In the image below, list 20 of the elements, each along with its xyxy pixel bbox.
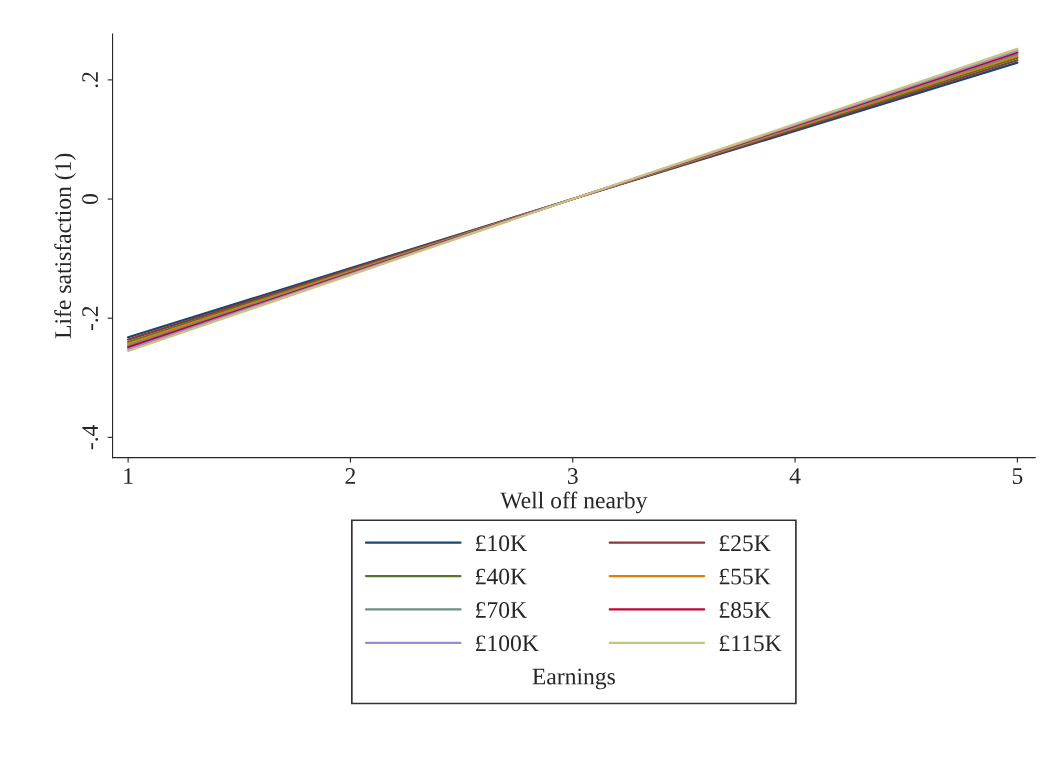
y-tick-label: -.2: [82, 306, 99, 331]
y-axis-title: Life satisfaction (1): [54, 153, 76, 339]
x-axis-title: Well off nearby: [500, 491, 648, 514]
legend-label: £55K: [719, 568, 771, 585]
x-tick-label: 4: [789, 468, 801, 484]
y-tick-label: 0: [82, 194, 99, 205]
y-tick-label: .2: [82, 72, 99, 88]
legend-title: Earnings: [532, 668, 615, 690]
x-tick-label: 1: [124, 468, 133, 484]
legend-label: £10K: [476, 535, 527, 552]
legend-label: £100K: [476, 635, 539, 652]
legend-label: £85K: [719, 601, 771, 618]
x-tick-label: 5: [1012, 468, 1023, 484]
legend-label: £70K: [476, 601, 527, 618]
y-tick-label: -.4: [82, 424, 99, 450]
x-tick-label: 2: [345, 468, 356, 484]
legend-label: £115K: [719, 635, 782, 652]
legend-label: £40K: [476, 568, 527, 585]
legend-label: £25K: [719, 535, 771, 552]
x-tick-label: 3: [567, 468, 578, 484]
